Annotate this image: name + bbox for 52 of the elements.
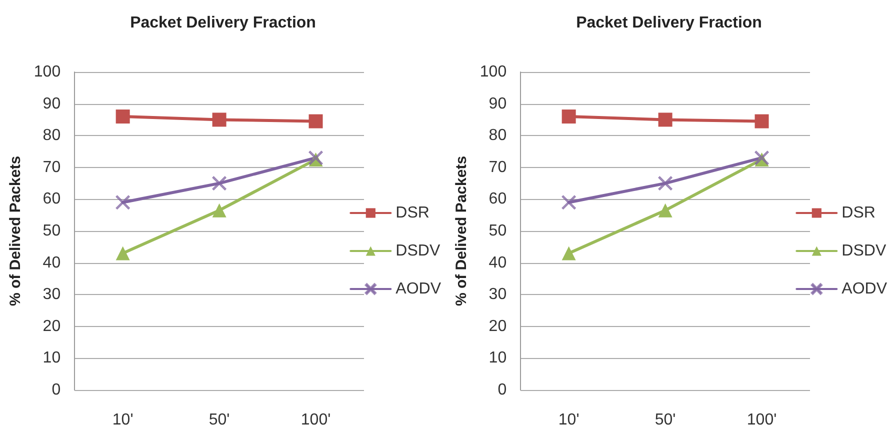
point xyxy=(212,112,226,127)
x-tick-label: 50' xyxy=(654,412,676,428)
y-tick-label: 10 xyxy=(488,350,507,367)
y-tick-label: 60 xyxy=(488,190,507,208)
point xyxy=(754,114,769,128)
y-tick-label: 70 xyxy=(42,158,61,176)
point xyxy=(562,110,576,124)
legend-label: DSDV xyxy=(396,242,440,260)
x-tick-label: 100' xyxy=(746,412,777,428)
y-tick-label: 40 xyxy=(42,254,61,272)
y-tick-label: 40 xyxy=(488,254,507,272)
y-tick-label: 0 xyxy=(498,382,507,398)
y-axis-title: % of Delived Packets xyxy=(453,156,470,306)
point xyxy=(308,114,323,128)
y-tick-label: 70 xyxy=(488,158,507,176)
point xyxy=(116,110,130,124)
legend-label: DSR xyxy=(396,204,430,222)
y-tick-label: 90 xyxy=(488,95,507,112)
y-tick-label: 100 xyxy=(34,64,61,80)
y-tick-label: 20 xyxy=(488,318,507,335)
y-tick-label: 50 xyxy=(488,222,507,240)
legend-label: AODV xyxy=(396,280,442,298)
point xyxy=(212,203,226,218)
y-tick-label: 100 xyxy=(480,64,507,80)
y-tick-label: 0 xyxy=(52,382,61,398)
x-tick-label: 10' xyxy=(558,412,580,428)
y-tick-label: 80 xyxy=(42,127,61,144)
point xyxy=(562,195,576,210)
y-tick-label: 90 xyxy=(42,95,61,112)
y-tick-label: 10 xyxy=(42,350,61,367)
y-tick-label: 20 xyxy=(42,318,61,335)
y-tick-label: 80 xyxy=(488,127,507,144)
legend-label: DSDV xyxy=(842,242,886,260)
y-tick-label: 30 xyxy=(488,286,507,304)
point xyxy=(658,112,672,127)
point xyxy=(658,176,673,191)
point xyxy=(212,176,227,191)
point xyxy=(658,203,672,218)
y-tick-label: 30 xyxy=(42,286,61,304)
y-tick-label: 60 xyxy=(42,190,61,208)
legend-label: DSR xyxy=(842,204,876,222)
point xyxy=(562,246,576,260)
point xyxy=(116,246,130,260)
x-tick-label: 100' xyxy=(300,412,331,428)
y-tick-label: 50 xyxy=(42,222,61,240)
chart-title: Packet Delivery Fraction xyxy=(576,14,762,32)
x-tick-label: 10' xyxy=(112,412,134,428)
legend-label: AODV xyxy=(842,280,888,298)
x-tick-label: 50' xyxy=(208,412,230,428)
chart-title: Packet Delivery Fraction xyxy=(130,14,316,32)
y-axis-title: % of Delived Packets xyxy=(7,156,24,306)
point xyxy=(116,195,130,210)
